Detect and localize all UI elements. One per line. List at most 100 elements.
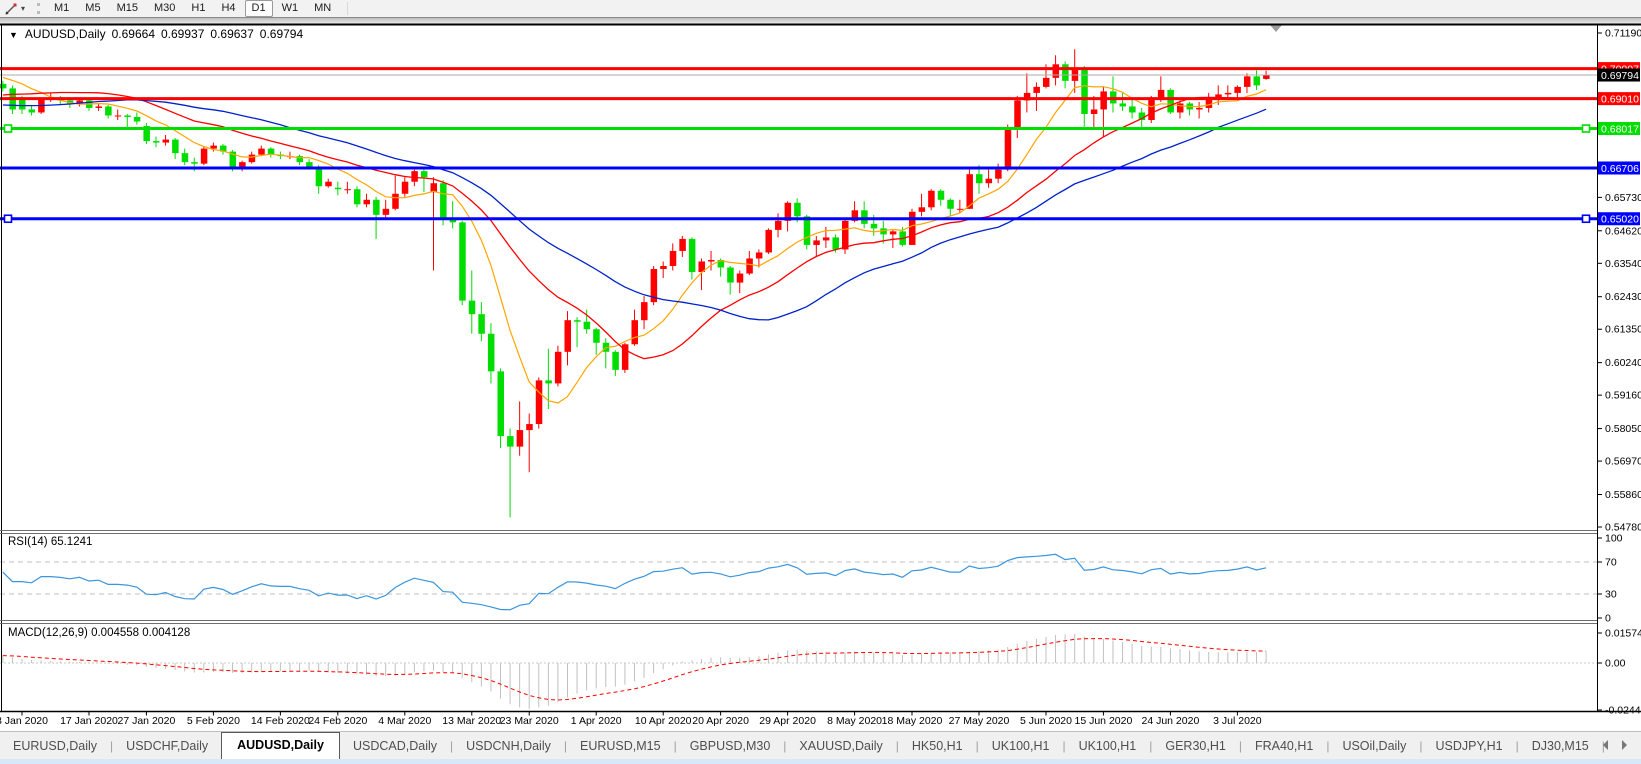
candle-body (28, 109, 36, 113)
candle-body (392, 193, 399, 209)
toolbar-separator (347, 2, 349, 15)
candle-body (1042, 77, 1050, 87)
candle-body (822, 237, 830, 241)
timeframe-button-m30[interactable]: M30 (153, 2, 176, 14)
tab-hk50-h1[interactable]: HK50,H1 (911, 739, 963, 753)
chart-scrollbar[interactable] (0, 17, 1641, 24)
tab-xauusd-daily[interactable]: XAUUSD,Daily (799, 739, 883, 753)
time-axis: 8 Jan 2020 17 Jan 2020 27 Jan 2020 5 Feb 20… (0, 714, 1641, 730)
timeframe-button-m15[interactable]: M15 (116, 2, 138, 14)
candle-body (172, 139, 179, 154)
candle-body (889, 231, 897, 235)
tab-usdchf-daily[interactable]: USDCHF,Daily (126, 739, 209, 753)
price-tick-label: 0.63540 (1605, 258, 1641, 270)
timeframe-button-h1[interactable]: H1 (191, 2, 206, 14)
price-tick-label: 0.58050 (1605, 423, 1641, 435)
rsi-tick-label: 30 (1605, 589, 1617, 601)
tab-eurusd-daily[interactable]: EURUSD,Daily (13, 739, 98, 753)
tab-fra40-h1[interactable]: FRA40,H1 (1254, 739, 1314, 753)
candle-body (191, 162, 198, 164)
candle-body (842, 220, 849, 250)
tab-usoil-daily[interactable]: USOil,Daily (1342, 739, 1407, 753)
macd-tick-label: 0.00 (1605, 658, 1626, 670)
candle-body (727, 267, 734, 283)
macd-signal-line (2, 638, 1267, 701)
date-label: 8 Jan 2020 (0, 715, 48, 727)
price-chart[interactable]: 0.71190 0.65730 0.64620 0.63540 0.62430 0.613… (0, 17, 1641, 719)
timeframe-button-w1[interactable]: W1 (281, 2, 299, 14)
candle-body (545, 380, 552, 384)
chart-shift-marker-icon[interactable] (1270, 25, 1282, 32)
candle-body (1129, 106, 1136, 113)
price-tick-label: 0.62430 (1605, 291, 1641, 303)
candle-body (478, 314, 485, 334)
date-label: 27 Jan 2020 (117, 715, 176, 727)
candle-body (985, 178, 993, 184)
line-price-label: 0.68017 (1601, 123, 1639, 135)
candle-body (851, 210, 859, 221)
timeframe-button-h4[interactable]: H4 (221, 2, 236, 14)
line-handle[interactable] (1581, 214, 1591, 224)
candle-body (1205, 98, 1213, 108)
timeframe-button-mn[interactable]: MN (314, 2, 332, 14)
tab-uk100-h1[interactable]: UK100,H1 (991, 739, 1050, 753)
candle-body (440, 183, 447, 220)
tab-separator: | (450, 739, 454, 753)
candle-body (420, 171, 428, 178)
tab-audusd-daily[interactable]: AUDUSD,Daily (221, 732, 340, 759)
candle-body (516, 430, 524, 447)
timeframe-button-m1[interactable]: M1 (54, 2, 70, 14)
candle-body (937, 190, 945, 200)
candle-body (880, 228, 887, 235)
tab-usdcad-daily[interactable]: USDCAD,Daily (352, 739, 437, 753)
candle-body (76, 100, 83, 104)
candle-body (382, 208, 390, 215)
candle-body (296, 156, 304, 163)
tab-usdcnh-daily[interactable]: USDCNH,Daily (466, 739, 551, 753)
candle-body (219, 145, 227, 152)
tab-eurusd-m15[interactable]: EURUSD,M15 (579, 739, 661, 753)
tab-scroll-right-icon[interactable] (1622, 740, 1627, 750)
macd-label: MACD(12,26,9) 0.004558 0.004128 (8, 627, 191, 639)
candle-body (765, 229, 772, 253)
collapse-triangle-icon[interactable]: ▼ (9, 30, 18, 40)
tab-dj30-m15[interactable]: DJ30,M15 (1531, 739, 1589, 753)
macd-histogram (2, 634, 1267, 709)
candle-body (210, 145, 217, 149)
candle-body (66, 100, 74, 104)
timeframe-button-m5[interactable]: M5 (85, 2, 101, 14)
timeframe-button-d1[interactable]: D1 (244, 0, 273, 17)
tab-ger30-h1[interactable]: GER30,H1 (1165, 739, 1226, 753)
toolbar-grip[interactable] (37, 3, 40, 14)
candle-body (995, 169, 1002, 179)
candle-body (775, 220, 782, 230)
candle-body (497, 371, 504, 437)
chart-tab-bar: EURUSD,Daily | USDCHF,Daily AUDUSD,Daily USD… (0, 731, 1641, 759)
candle-body (1196, 107, 1203, 110)
line-handle[interactable] (3, 214, 13, 224)
date-label: 3 Jul 2020 (1213, 715, 1262, 727)
candle-body (1138, 112, 1146, 121)
candle-body (353, 189, 361, 205)
date-label: 17 Jan 2020 (60, 715, 118, 727)
candle-body (430, 183, 438, 193)
line-studies-icon[interactable] (3, 2, 19, 16)
tab-scroll-left-icon[interactable] (1603, 740, 1608, 750)
tab-usdjpy-h1[interactable]: USDJPY,H1 (1435, 739, 1503, 753)
tool-dropdown-caret-icon[interactable]: ▾ (21, 4, 26, 13)
line-handle[interactable] (3, 124, 13, 133)
candle-body (679, 238, 686, 251)
candle-body (631, 320, 638, 345)
date-label: 10 Apr 2020 (634, 715, 692, 727)
tab-gbpusd-m30[interactable]: GBPUSD,M30 (689, 739, 771, 753)
candle-body (411, 171, 418, 182)
candle-body (315, 166, 323, 187)
tab-uk100-h1[interactable]: UK100,H1 (1078, 739, 1137, 753)
candle-body (1023, 92, 1031, 101)
candle-body (650, 269, 658, 303)
line-handle[interactable] (1581, 124, 1591, 133)
candle-body (535, 380, 543, 425)
candle-body (1100, 91, 1107, 110)
candle-body (669, 250, 677, 267)
date-label: 13 Mar 2020 (442, 715, 502, 727)
